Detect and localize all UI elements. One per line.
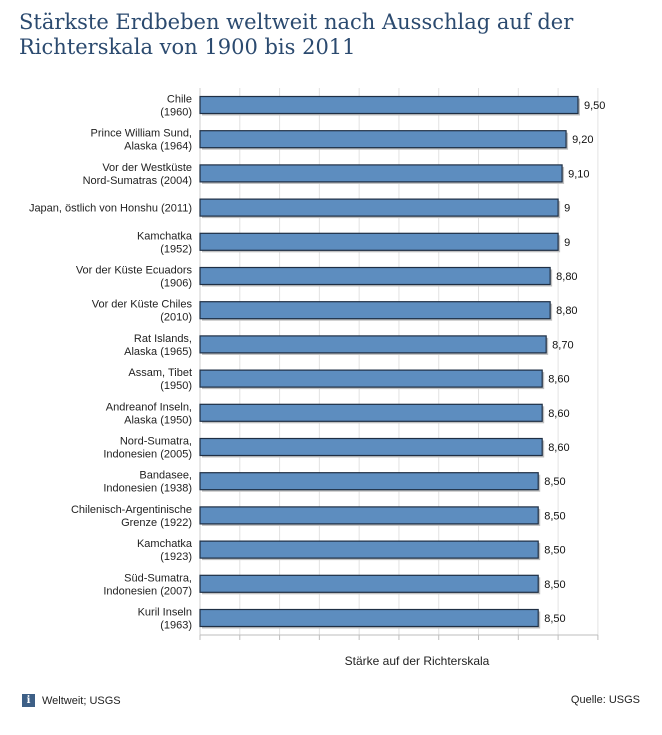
category-label: Alaska (1965) xyxy=(124,346,192,358)
category-label: (1906) xyxy=(160,278,192,290)
bar xyxy=(199,198,559,217)
value-label: 8,80 xyxy=(556,305,577,317)
category-label: Bandasee, xyxy=(139,470,192,482)
category-label: Alaska (1950) xyxy=(124,414,192,426)
bar xyxy=(199,403,543,422)
value-label: 8,50 xyxy=(544,510,565,522)
value-label: 8,60 xyxy=(548,408,569,420)
category-label: Vor der Westküste xyxy=(102,162,192,174)
category-label: Andreanof Inseln, xyxy=(106,401,192,413)
category-label: Kamchatka xyxy=(137,230,193,242)
category-label: Vor der Küste Chiles xyxy=(92,299,193,311)
category-label: Prince William Sund, xyxy=(91,128,192,140)
value-label: 8,70 xyxy=(552,339,573,351)
category-label: Kamchatka xyxy=(137,538,193,550)
category-label: Alaska (1964) xyxy=(124,141,192,153)
value-label: 8,60 xyxy=(548,442,569,454)
category-label: Indonesien (2007) xyxy=(103,585,192,597)
bar xyxy=(199,130,567,149)
category-label: Chile xyxy=(167,94,192,106)
category-label: Grenze (1922) xyxy=(121,517,192,529)
bar xyxy=(199,232,559,251)
footer-info: i Weltweit; USGS xyxy=(22,694,121,707)
category-label: (1950) xyxy=(160,380,192,392)
category-label: (2010) xyxy=(160,312,192,324)
value-label: 8,60 xyxy=(548,374,569,386)
bar xyxy=(199,472,539,491)
category-label: Rat Islands, xyxy=(134,333,192,345)
category-label: Nord-Sumatra, xyxy=(120,436,192,448)
category-label: (1960) xyxy=(160,107,192,119)
category-label: Kuril Inseln xyxy=(138,607,192,619)
category-label: (1963) xyxy=(160,620,192,632)
value-label: 8,50 xyxy=(544,579,565,591)
footer-source: Quelle: USGS xyxy=(570,694,640,706)
value-label: 8,80 xyxy=(556,271,577,283)
category-label: Japan, östlich von Honshu (2011) xyxy=(29,203,192,215)
value-label: 9 xyxy=(564,203,570,215)
bar xyxy=(199,95,579,115)
category-label: Indonesien (1938) xyxy=(103,483,192,495)
bar xyxy=(199,608,539,628)
bar xyxy=(199,437,543,457)
value-label: 8,50 xyxy=(544,545,565,557)
category-label: Assam, Tibet xyxy=(128,367,192,379)
value-label: 9,50 xyxy=(584,100,605,112)
bar xyxy=(199,369,543,388)
bar xyxy=(199,506,539,525)
bar xyxy=(199,335,547,354)
category-label: Chilenisch-Argentinische xyxy=(71,504,192,516)
chart-title: Stärkste Erdbeben weltweit nach Ausschla… xyxy=(19,10,574,59)
x-axis-label: Stärke auf der Richterskala xyxy=(344,654,490,668)
bar xyxy=(199,266,551,286)
value-label: 8,50 xyxy=(544,613,565,625)
value-label: 8,50 xyxy=(544,476,565,488)
bar xyxy=(199,574,539,593)
category-label: Vor der Küste Ecuadors xyxy=(76,265,193,277)
category-label: Süd-Sumatra, xyxy=(124,572,192,584)
value-label: 9,20 xyxy=(572,134,593,146)
footer-info-text: Weltweit; USGS xyxy=(42,694,121,707)
value-label: 9,10 xyxy=(568,168,589,180)
bar xyxy=(199,301,551,320)
bar xyxy=(199,164,563,183)
info-icon[interactable]: i xyxy=(22,694,35,707)
category-label: (1952) xyxy=(160,243,192,255)
value-label: 9 xyxy=(564,237,570,249)
category-label: (1923) xyxy=(160,551,192,563)
bar xyxy=(199,540,539,559)
category-label: Nord-Sumatras (2004) xyxy=(83,175,192,187)
category-label: Indonesien (2005) xyxy=(103,449,192,461)
